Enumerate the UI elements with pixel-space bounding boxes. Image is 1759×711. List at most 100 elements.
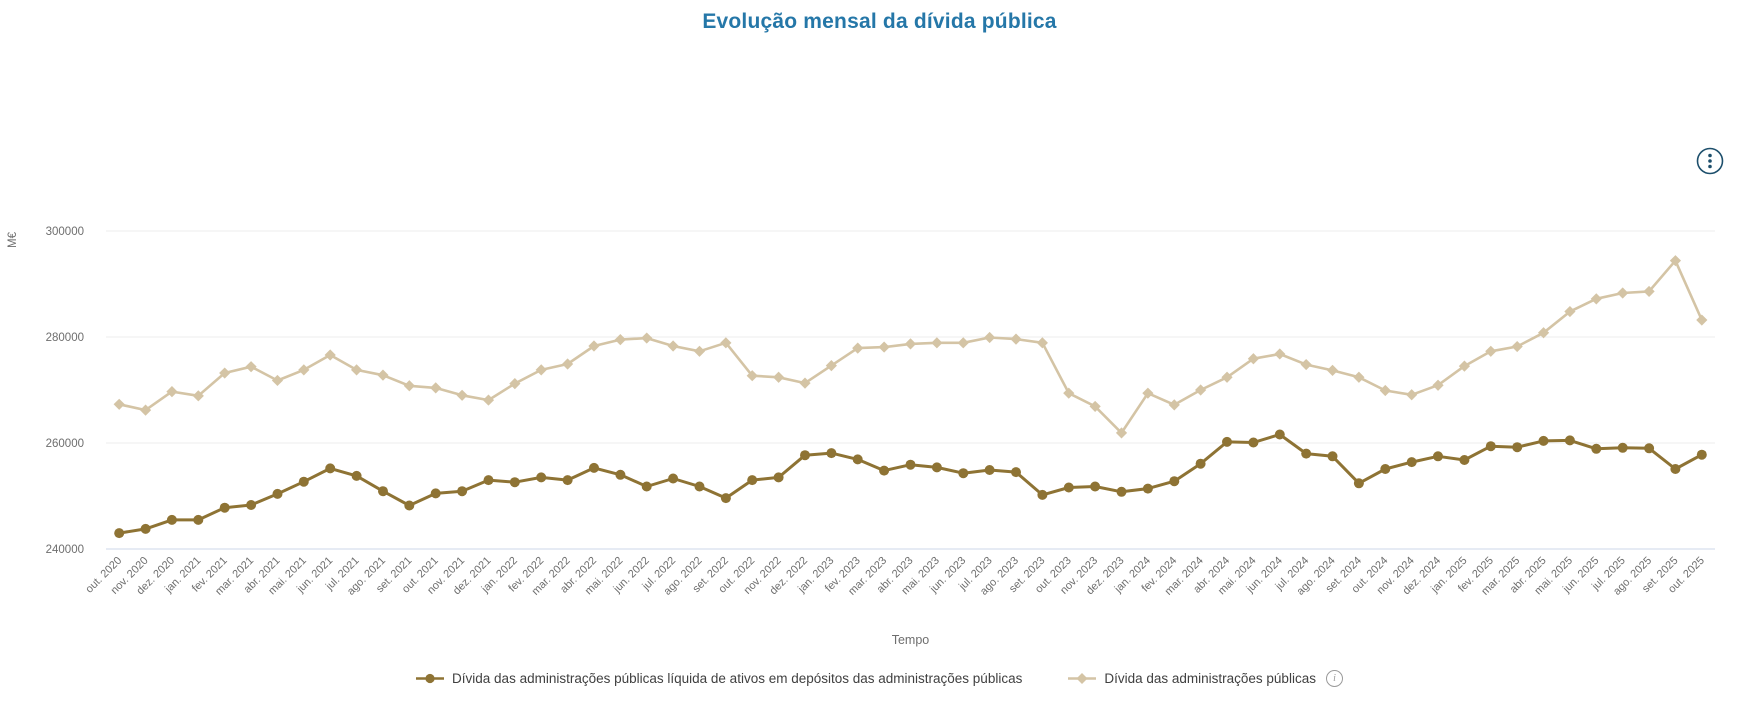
data-point-net[interactable] [1538, 435, 1549, 446]
data-point-gross[interactable] [588, 340, 600, 352]
data-point-gross[interactable] [1696, 314, 1708, 326]
data-point-gross[interactable] [1379, 384, 1391, 397]
data-point-gross[interactable] [1168, 399, 1180, 411]
data-point-net[interactable] [1195, 458, 1206, 469]
data-point-gross[interactable] [773, 371, 785, 383]
data-point-net[interactable] [1512, 442, 1523, 453]
data-point-net[interactable] [1485, 441, 1496, 452]
data-point-net[interactable] [1142, 483, 1153, 494]
data-point-net[interactable] [430, 488, 441, 499]
data-point-gross[interactable] [878, 341, 890, 353]
data-point-gross[interactable] [1010, 333, 1022, 345]
data-point-net[interactable] [1459, 455, 1470, 465]
data-point-net[interactable] [958, 468, 969, 479]
data-point-net[interactable] [1063, 482, 1074, 493]
data-point-gross[interactable] [1063, 387, 1075, 399]
data-point-gross[interactable] [430, 382, 442, 394]
data-point-gross[interactable] [561, 358, 574, 370]
data-point-net[interactable] [1696, 449, 1707, 460]
data-point-gross[interactable] [957, 337, 969, 349]
data-point-gross[interactable] [350, 364, 363, 376]
data-point-net[interactable] [589, 462, 599, 473]
data-point-gross[interactable] [1537, 327, 1550, 339]
data-point-net[interactable] [219, 502, 230, 513]
legend-item-net-debt[interactable]: Dívida das administrações públicas líqui… [416, 671, 1022, 686]
data-point-net[interactable] [1564, 435, 1575, 446]
series-line-net[interactable] [117, 433, 1704, 535]
data-point-net[interactable] [1380, 464, 1391, 474]
data-point-gross[interactable] [1115, 427, 1128, 439]
data-point-gross[interactable] [535, 364, 547, 376]
data-point-gross[interactable] [1406, 389, 1418, 401]
data-point-net[interactable] [1248, 437, 1259, 448]
data-point-net[interactable] [193, 514, 204, 525]
data-point-net[interactable] [1090, 481, 1101, 492]
data-point-net[interactable] [536, 472, 547, 483]
data-point-gross[interactable] [1326, 364, 1339, 376]
data-point-gross[interactable] [1458, 360, 1471, 372]
data-point-net[interactable] [905, 459, 916, 470]
data-point-gross[interactable] [1617, 287, 1629, 299]
data-point-net[interactable] [1301, 448, 1312, 459]
data-point-gross[interactable] [192, 390, 204, 402]
data-point-net[interactable] [1644, 443, 1655, 454]
data-point-net[interactable] [562, 475, 573, 486]
data-point-net[interactable] [1670, 464, 1681, 474]
data-point-net[interactable] [800, 450, 810, 461]
data-point-gross[interactable] [799, 377, 811, 389]
data-point-gross[interactable] [614, 334, 626, 346]
data-point-gross[interactable] [984, 331, 996, 344]
data-point-net[interactable] [1353, 478, 1364, 489]
data-point-net[interactable] [166, 514, 177, 525]
data-point-net[interactable] [404, 500, 415, 511]
data-point-net[interactable] [140, 523, 151, 534]
data-point-net[interactable] [615, 469, 626, 480]
data-point-gross[interactable] [746, 370, 758, 382]
data-point-gross[interactable] [1564, 305, 1576, 318]
data-point-net[interactable] [852, 454, 863, 465]
data-point-gross[interactable] [1485, 345, 1497, 357]
data-point-net[interactable] [325, 463, 336, 474]
data-point-gross[interactable] [271, 374, 284, 387]
data-point-net[interactable] [1433, 451, 1443, 462]
data-point-net[interactable] [773, 472, 784, 483]
data-point-gross[interactable] [482, 394, 495, 406]
data-point-net[interactable] [879, 465, 890, 476]
data-point-gross[interactable] [1274, 348, 1286, 360]
data-point-net[interactable] [826, 448, 837, 459]
data-point-net[interactable] [1327, 451, 1338, 462]
data-point-net[interactable] [720, 493, 731, 504]
data-point-net[interactable] [114, 528, 125, 539]
data-point-net[interactable] [668, 473, 679, 484]
data-point-gross[interactable] [324, 349, 336, 361]
data-point-gross[interactable] [641, 332, 653, 344]
data-point-net[interactable] [931, 462, 942, 473]
data-point-gross[interactable] [219, 367, 231, 379]
data-point-gross[interactable] [852, 342, 864, 354]
legend-item-gross-debt[interactable]: Dívida das administrações públicas i [1068, 670, 1343, 687]
data-point-net[interactable] [747, 475, 758, 486]
data-point-net[interactable] [298, 476, 309, 487]
data-point-net[interactable] [1406, 457, 1417, 468]
data-point-gross[interactable] [245, 361, 257, 373]
data-point-gross[interactable] [1221, 371, 1233, 383]
data-point-net[interactable] [1591, 443, 1602, 454]
data-point-gross[interactable] [1142, 387, 1154, 399]
data-point-gross[interactable] [113, 398, 125, 410]
data-point-net[interactable] [457, 486, 468, 497]
data-point-net[interactable] [1617, 442, 1628, 453]
data-point-gross[interactable] [1432, 379, 1444, 391]
data-point-net[interactable] [694, 481, 705, 492]
data-point-gross[interactable] [1195, 384, 1207, 396]
data-point-net[interactable] [1169, 476, 1180, 487]
data-point-gross[interactable] [693, 345, 706, 357]
data-point-gross[interactable] [720, 337, 732, 349]
data-point-gross[interactable] [1511, 340, 1523, 353]
data-point-gross[interactable] [509, 378, 521, 390]
data-point-gross[interactable] [667, 340, 679, 352]
data-point-gross[interactable] [904, 338, 917, 350]
data-point-gross[interactable] [298, 364, 310, 376]
chart-options-button[interactable] [1694, 145, 1726, 177]
data-point-net[interactable] [1116, 486, 1127, 497]
data-point-gross[interactable] [931, 337, 943, 349]
